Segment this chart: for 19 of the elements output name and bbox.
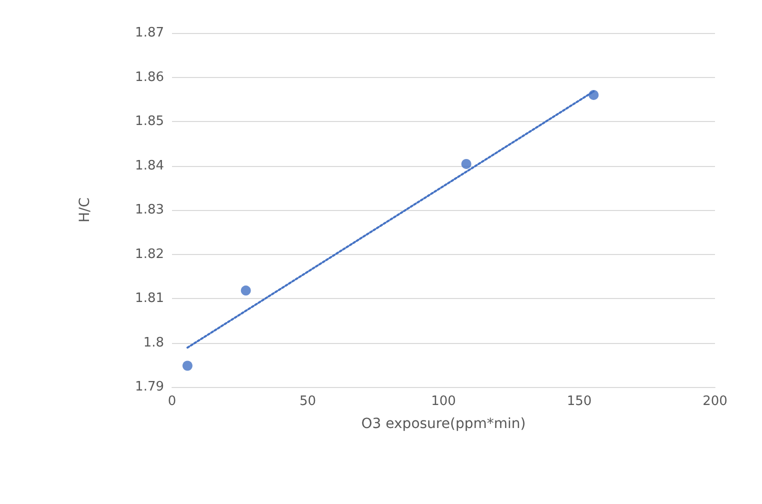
point xyxy=(461,158,472,169)
y-tick-label: 1.84 xyxy=(135,158,164,174)
y-axis-title: H/C xyxy=(77,197,93,223)
y-tick-label: 1.81 xyxy=(135,291,164,306)
y-tick-label: 1.87 xyxy=(135,26,164,40)
y-tick-label: 1.8 xyxy=(143,335,164,350)
y-tick-label: 1.86 xyxy=(135,70,164,85)
point xyxy=(182,360,192,371)
y-tick-label: 1.82 xyxy=(135,246,164,262)
x-tick-label: 100 xyxy=(431,394,456,409)
y-tick-label: 1.83 xyxy=(135,202,164,218)
x-tick-label: 200 xyxy=(702,394,728,409)
x-axis-title: O3 exposure(ppm*min) xyxy=(361,416,526,432)
point xyxy=(240,286,251,296)
y-tick-label: 1.85 xyxy=(135,114,164,129)
x-tick-label: 50 xyxy=(299,394,316,409)
x-tick-label: 150 xyxy=(566,394,592,409)
x-tick-label: 0 xyxy=(168,394,176,409)
y-tick-label: 1.79 xyxy=(135,380,164,394)
